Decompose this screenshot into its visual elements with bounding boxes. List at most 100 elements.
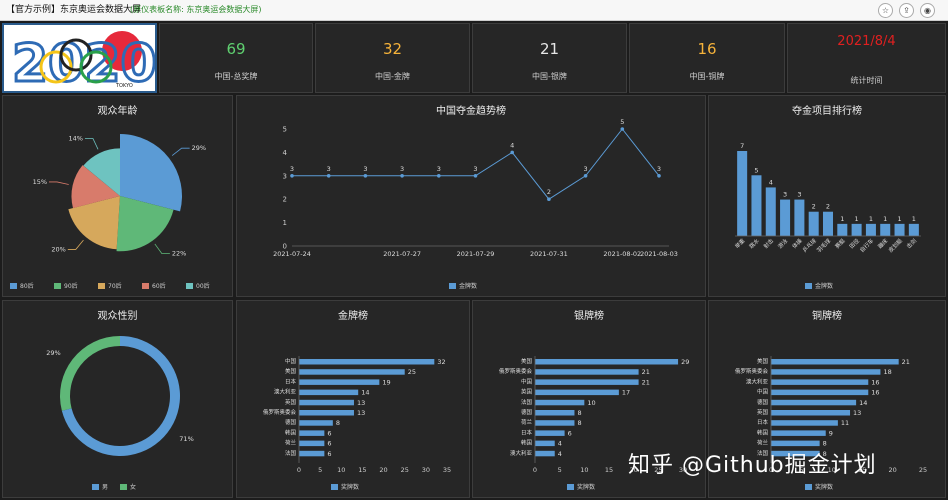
data-label: 5 xyxy=(620,118,624,126)
eye-icon[interactable]: ◉ xyxy=(920,3,935,18)
data-point xyxy=(326,174,331,178)
y-tick-label: 4 xyxy=(283,149,288,157)
panel-title: 中国夺金趋势榜 xyxy=(436,106,506,117)
bar xyxy=(771,359,899,365)
kpi-gold-medals: 32 中国-金牌 xyxy=(315,23,470,93)
y-tick-label: 法国 xyxy=(285,449,297,457)
y-tick-label: 俄罗斯奥委会 xyxy=(263,408,297,416)
panel-event-ranking: 夺金项目排行榜 7 举重 5 跳水 4 射击 3 游泳 3 体操 2 乒乓球 2 羽毛球 1 赛艇 1 田径 1 自行… xyxy=(708,95,946,297)
legend-swatch xyxy=(186,283,193,289)
data-label: 17 xyxy=(622,389,630,397)
y-tick-label: 英国 xyxy=(521,388,533,396)
bar xyxy=(535,389,619,396)
star-icon[interactable]: ☆ xyxy=(878,3,893,18)
y-tick-label: 美国 xyxy=(757,357,769,365)
panel-title: 铜牌榜 xyxy=(812,311,842,322)
pie-slice xyxy=(83,148,120,196)
bar xyxy=(880,223,891,236)
data-point xyxy=(400,174,404,178)
y-tick-label: 澳大利亚 xyxy=(746,377,769,385)
bar xyxy=(535,369,639,375)
data-label: 3 xyxy=(327,165,331,173)
bar xyxy=(894,223,905,236)
x-tick-label: 皮划艇 xyxy=(886,236,904,254)
bar xyxy=(908,223,919,236)
chart-bronze-ranking: 美国 21 俄罗斯奥委会 18 澳大利亚 16 中国 16 德国 14 英国 13 日本 11 韩国 9 荷兰 8… xyxy=(735,356,927,491)
x-tick-label: 0 xyxy=(533,466,537,474)
data-label: 3 xyxy=(400,165,404,173)
y-tick-label: 俄罗斯奥委会 xyxy=(499,367,533,375)
share-icon[interactable]: ⇪ xyxy=(899,3,914,18)
bar xyxy=(780,199,791,236)
data-point xyxy=(657,174,661,178)
data-label: 18 xyxy=(883,368,891,376)
bar xyxy=(535,379,639,385)
legend-swatch xyxy=(120,484,127,490)
x-tick-label: 2021-07-31 xyxy=(530,250,568,258)
x-tick-label: 25 xyxy=(919,466,927,474)
data-label: 9 xyxy=(829,429,833,437)
data-label: 14% xyxy=(68,134,82,142)
x-tick-label: 2021-07-27 xyxy=(383,250,421,258)
label-line xyxy=(154,243,170,255)
data-label: 6 xyxy=(327,429,331,437)
pie-slice xyxy=(116,196,174,252)
x-tick-label: 10 xyxy=(828,466,836,474)
y-tick-label: 日本 xyxy=(285,377,297,385)
x-tick-label: 2021-08-02 xyxy=(603,250,641,258)
x-tick-label: 15 xyxy=(358,466,366,474)
y-tick-label: 中国 xyxy=(521,377,533,385)
bar xyxy=(865,223,876,236)
dashboard-tag: 【官方示例】东京奥运会数据大屏 xyxy=(6,5,142,15)
legend-swatch xyxy=(92,484,99,490)
bar xyxy=(535,359,679,365)
y-tick-label: 1 xyxy=(283,219,287,227)
y-tick-label: 韩国 xyxy=(521,439,533,447)
x-tick-label: 举重 xyxy=(733,236,747,250)
x-tick-label: 射击 xyxy=(762,236,776,250)
y-tick-label: 3 xyxy=(283,172,287,180)
pie-slice xyxy=(71,165,120,209)
bar xyxy=(535,410,575,416)
x-tick-label: 10 xyxy=(337,466,345,474)
legend-label: 70后 xyxy=(108,282,122,290)
x-tick-label: 自行车 xyxy=(858,236,876,254)
kpi-stat-time: 2021/8/4 统计时间 xyxy=(787,23,946,93)
kpi-bronze-medals: 16 中国-铜牌 xyxy=(629,23,785,93)
legend-swatch xyxy=(331,484,338,490)
legend-label: 60后 xyxy=(152,282,166,290)
data-label: 29% xyxy=(46,349,60,357)
bar xyxy=(299,369,405,375)
data-point xyxy=(437,174,441,178)
bar xyxy=(751,175,762,236)
data-label: 21 xyxy=(902,358,910,366)
bar xyxy=(771,369,881,375)
data-label: 6 xyxy=(327,450,331,458)
x-tick-label: 20 xyxy=(379,466,387,474)
panel-silver-ranking: 银牌榜 美国 29 俄罗斯奥委会 21 中国 21 英国 17 法国 10 德国 8 荷兰 8 日本 6 韩国 4… xyxy=(472,300,706,498)
kpi-total-medals: 69 中国-总奖牌 xyxy=(159,23,313,93)
y-tick-label: 德国 xyxy=(757,398,769,406)
data-label: 8 xyxy=(577,409,581,417)
olympic-rings-icon: 2020 TOKYO xyxy=(11,31,158,96)
kpi-value: 21 xyxy=(539,40,560,58)
bar xyxy=(535,440,555,447)
panel-audience-gender: 观众性别 29% 71% 男 女 xyxy=(2,300,233,498)
x-tick-label: 0 xyxy=(769,466,773,474)
bar xyxy=(808,211,819,236)
legend-label: 金牌数 xyxy=(815,282,833,290)
bar xyxy=(535,399,585,406)
panel-title: 银牌榜 xyxy=(574,311,604,322)
data-label: 11 xyxy=(841,419,849,427)
panel-gold-ranking: 金牌榜 中国 32 美国 25 日本 19 澳大利亚 14 英国 13 俄罗斯奥委会 13 德国 8 韩国 6… xyxy=(236,300,470,498)
bar xyxy=(851,223,862,236)
kpi-label: 中国-银牌 xyxy=(532,72,567,81)
kpi-value: 16 xyxy=(697,40,717,58)
data-label: 13 xyxy=(357,409,365,417)
y-tick-label: 德国 xyxy=(521,408,533,416)
chart-silver-ranking: 美国 29 俄罗斯奥委会 21 中国 21 英国 17 法国 10 德国 8 荷兰 8 日本 6 韩国 4 澳大利亚… xyxy=(499,356,689,491)
bar xyxy=(535,450,555,457)
data-label: 21 xyxy=(642,378,650,386)
bar xyxy=(771,389,869,396)
